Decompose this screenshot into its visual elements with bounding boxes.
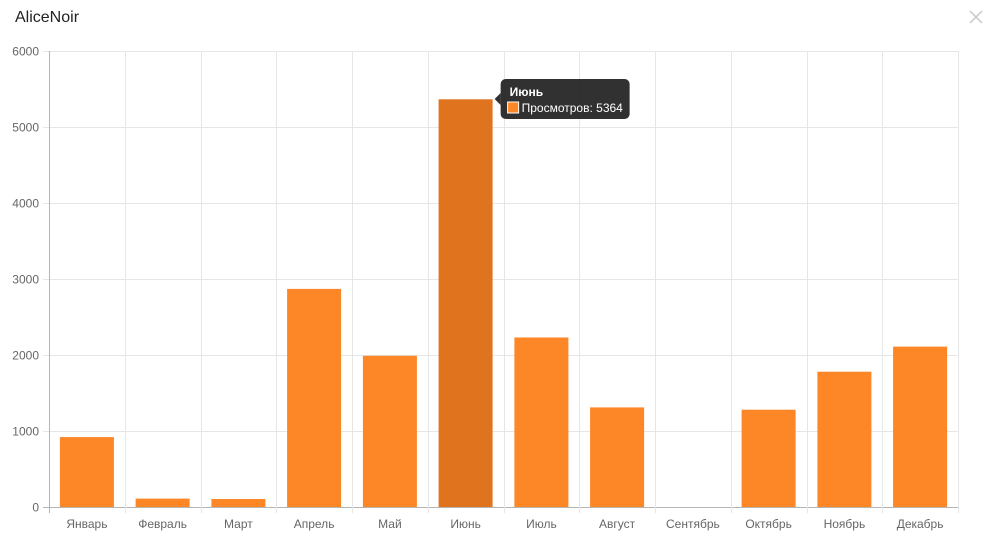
close-icon[interactable] (966, 7, 986, 27)
x-tick-label: Май (378, 517, 402, 531)
tooltip: Июнь Просмотров: 5364 (494, 79, 630, 119)
x-tick-label: Июль (526, 517, 557, 531)
x-tick-label: Март (224, 517, 253, 531)
tooltip-box (500, 79, 630, 119)
tooltip-caret (494, 93, 501, 105)
tooltip-swatch (507, 101, 520, 114)
y-tick-label: 5000 (12, 121, 39, 135)
bar[interactable] (59, 437, 114, 507)
y-tick-label: 6000 (12, 45, 39, 59)
y-axis-ticks: 0 1000 2000 3000 4000 5000 6000 (12, 45, 39, 515)
bar[interactable] (287, 288, 342, 507)
bar[interactable] (817, 371, 872, 507)
modal-title: AliceNoir (15, 9, 80, 26)
y-tick-label: 1000 (12, 425, 39, 439)
x-tick-label: Январь (66, 517, 107, 531)
x-tick-label: Сентябрь (666, 517, 720, 531)
y-tick-label: 3000 (12, 273, 39, 287)
bar[interactable] (135, 498, 190, 507)
bar[interactable] (514, 337, 569, 508)
x-tick-label: Ноябрь (824, 517, 866, 531)
x-tick-label: Август (599, 517, 636, 531)
x-tick-label: Апрель (294, 517, 335, 531)
y-tick-label: 4000 (12, 197, 39, 211)
bar[interactable] (893, 346, 948, 507)
bar[interactable] (438, 99, 493, 508)
x-tick-label: Декабрь (897, 517, 944, 531)
bar[interactable] (590, 407, 645, 507)
tooltip-title: Июнь (510, 85, 544, 99)
tooltip-value: Просмотров: 5364 (522, 101, 624, 115)
x-tick-label: Октябрь (745, 517, 792, 531)
bar[interactable] (362, 355, 417, 507)
y-tick-label: 2000 (12, 349, 39, 363)
x-tick-label: Июнь (450, 517, 481, 531)
bars (59, 99, 948, 508)
grid-lines (43, 51, 959, 513)
x-axis-ticks: Январь Февраль Март Апрель Май Июнь Июль Август… (66, 517, 943, 531)
x-tick-label: Февраль (138, 517, 187, 531)
y-tick-label: 0 (32, 501, 39, 515)
bar[interactable] (741, 409, 796, 507)
bar[interactable] (211, 499, 266, 507)
